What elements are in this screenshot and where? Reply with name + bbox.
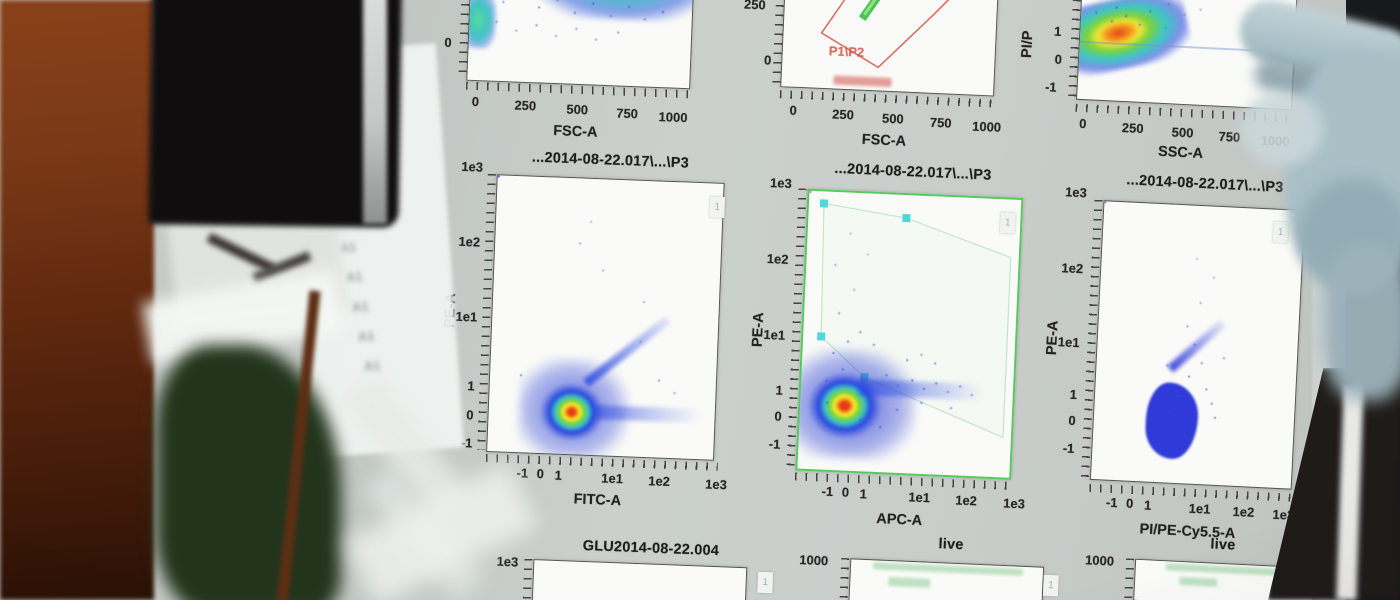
- x-tick: 500: [1171, 124, 1194, 141]
- x-tick: -1: [821, 483, 834, 500]
- x-tick: 1e2: [647, 473, 671, 490]
- y-tick: 1e3: [769, 175, 793, 192]
- plot-area[interactable]: [531, 559, 748, 600]
- y-tick: 0: [763, 52, 772, 68]
- plot-area[interactable]: [848, 558, 1045, 600]
- plot-title: live: [938, 536, 964, 554]
- y-tick: -1: [768, 436, 781, 452]
- y-tick: 1: [1069, 386, 1078, 403]
- plot-level-badge[interactable]: 1: [709, 196, 726, 218]
- x-tick: 500: [881, 110, 905, 127]
- x-tick: 750: [1218, 128, 1241, 145]
- y-tick: 1e2: [1061, 260, 1084, 277]
- x-tick: 0: [841, 484, 850, 500]
- gate-polygon-p1p2[interactable]: [781, 0, 1001, 95]
- y-tick: 0: [1068, 412, 1077, 429]
- y-tick: 250: [743, 0, 767, 13]
- y-tick: -1: [1062, 440, 1075, 457]
- glove-lower: [1322, 246, 1400, 401]
- plot-title: ...2014-08-22.017\...\P3: [834, 160, 992, 184]
- y-tick: 1: [775, 382, 784, 398]
- y-tick: 0: [774, 408, 782, 424]
- y-axis-label: PE-A: [1043, 320, 1062, 356]
- gate-label-smudge: [1165, 563, 1286, 577]
- gloved-fingertip: [1240, 92, 1324, 166]
- y-tick: 0: [1054, 51, 1063, 68]
- gate-label-smudge: [872, 562, 1024, 576]
- wood-panel-foreground: [0, 0, 154, 600]
- x-tick: 1: [554, 467, 563, 483]
- plot-level-badge[interactable]: 1: [1272, 221, 1289, 244]
- plot-level-badge[interactable]: 1: [757, 571, 774, 594]
- x-tick: 1000: [658, 109, 688, 126]
- y-tick: -1: [1044, 79, 1057, 95]
- plot-area-fsc2[interactable]: P1\P2: [780, 0, 1002, 97]
- y-tick: 1e3: [496, 553, 519, 570]
- y-tick: 1: [1053, 23, 1062, 39]
- flow-plot-bottom-middle[interactable]: live 1000 1: [778, 521, 1091, 600]
- y-tick: 1e3: [461, 158, 484, 175]
- sample-list-item[interactable]: A1: [351, 298, 370, 315]
- x-tick: 0: [536, 465, 545, 482]
- flow-plot-bottom-left[interactable]: GLU2014-08-22.004 1e3 1: [469, 529, 802, 600]
- plot-title: ...2014-08-22.017\...\P3: [531, 149, 690, 172]
- y-axis-ruler: [522, 558, 533, 600]
- x-tick: 1e1: [1188, 500, 1211, 517]
- sample-list-item[interactable]: A1: [345, 268, 363, 286]
- plot-area-fitc-pe[interactable]: [486, 174, 725, 461]
- x-tick: -1: [1105, 494, 1118, 511]
- x-tick: -1: [516, 465, 529, 481]
- x-tick: 0: [1078, 115, 1087, 132]
- x-tick: 250: [831, 106, 855, 123]
- plot-level-badge[interactable]: 1: [1042, 574, 1059, 597]
- flow-plot-top-middle[interactable]: P1\P2 250 0 0 250 500 750 1000 FSC-A: [736, 0, 1047, 186]
- y-tick: 1e2: [766, 251, 789, 267]
- x-axis-label: FSC-A: [552, 123, 598, 141]
- x-axis-label: FSC-A: [861, 131, 907, 150]
- y-axis-label: PE-A: [749, 312, 768, 348]
- x-tick: 1e3: [704, 476, 728, 493]
- sample-list-item[interactable]: A1: [357, 328, 376, 345]
- flow-plot-mid-middle[interactable]: ...2014-08-22.017\...\P3 1 1e3 1e2 1e1 1: [733, 153, 1071, 577]
- x-tick: 250: [514, 97, 537, 114]
- sample-list-item[interactable]: A1: [339, 239, 357, 256]
- flow-plot-top-left[interactable]: 0 0 250 500 750 1000 FSC-A: [426, 0, 735, 161]
- x-tick: 1000: [971, 118, 1002, 135]
- x-tick: 0: [1125, 495, 1134, 511]
- y-axis-label-fragment: PI/P: [1019, 30, 1037, 59]
- x-tick: 0: [789, 102, 798, 118]
- gate-label: P1\P2: [828, 43, 865, 60]
- x-tick: 250: [1121, 120, 1144, 137]
- x-tick: 500: [566, 101, 589, 118]
- y-tick: 1000: [1084, 552, 1115, 569]
- plot-area-fsc[interactable]: [466, 0, 697, 90]
- x-tick: 1e1: [908, 489, 931, 506]
- plot-area-pipecy-pe[interactable]: [1089, 200, 1306, 490]
- gate-stat-smudge: [888, 576, 931, 588]
- sample-list-item[interactable]: A1: [363, 357, 382, 374]
- x-tick: 1e2: [1232, 503, 1255, 520]
- y-tick: 1e3: [1064, 184, 1088, 201]
- x-tick: 1e1: [601, 470, 624, 487]
- x-tick: 1e2: [954, 492, 978, 509]
- plot-title: ...2014-08-22.017\...\P3: [1126, 172, 1284, 196]
- x-tick: 1e3: [1002, 495, 1026, 512]
- x-tick: 1: [1143, 497, 1152, 513]
- plot-area-apc-pe[interactable]: [795, 188, 1024, 480]
- x-tick: 750: [615, 105, 639, 122]
- device-edge-glare: [363, 0, 387, 224]
- x-tick: 0: [471, 93, 480, 110]
- y-tick: 1000: [798, 552, 829, 569]
- plot-level-badge[interactable]: 1: [999, 212, 1016, 234]
- gate-stat-smudge: [1178, 576, 1218, 587]
- x-tick: 1: [859, 486, 868, 502]
- x-tick: 750: [929, 114, 952, 131]
- plot-title: GLU2014-08-22.004: [582, 537, 720, 560]
